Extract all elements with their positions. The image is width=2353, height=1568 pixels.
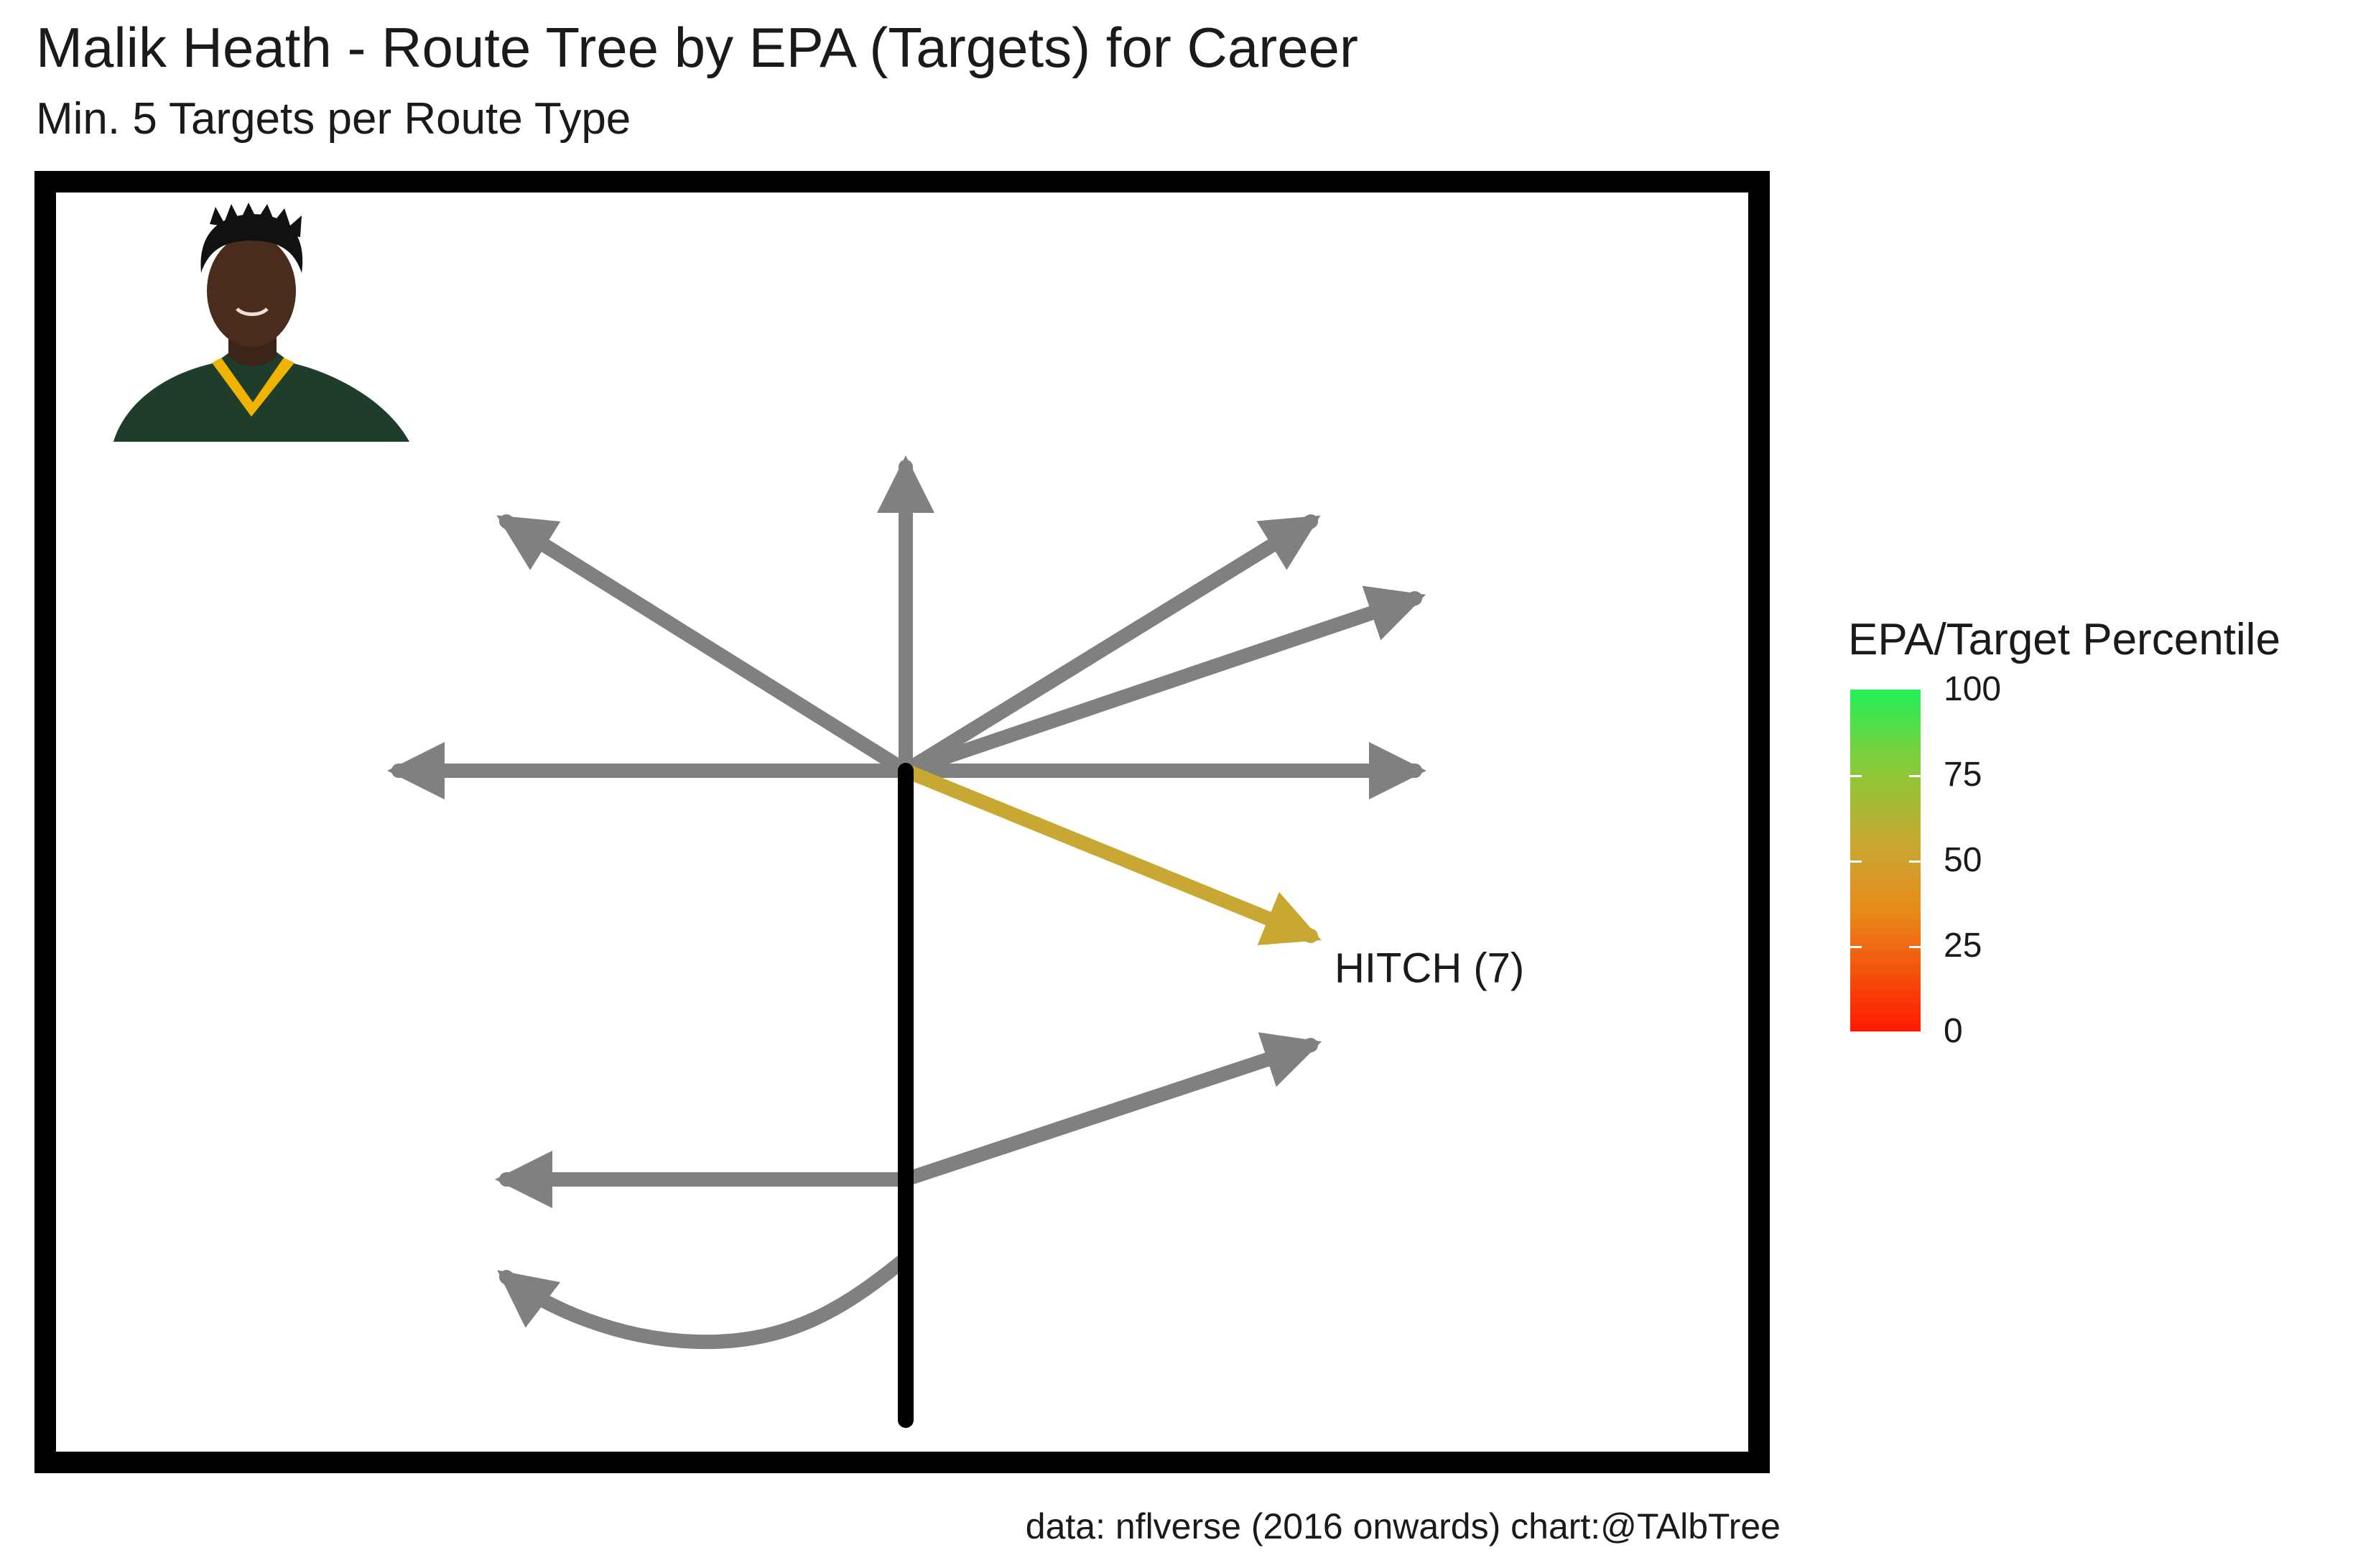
field-frame [34, 171, 1770, 1473]
route-hitch [899, 764, 1322, 945]
route-deep-out [899, 585, 1426, 778]
player-headshot-icon [113, 203, 409, 442]
routes-group: HITCH (7) [387, 455, 1524, 1428]
route-label-hitch: HITCH (7) [1335, 945, 1524, 991]
legend-label-0: 0 [1944, 1012, 1963, 1050]
legend-tick [1909, 775, 1921, 777]
chart-subtitle: Min. 5 Targets per Route Type [36, 94, 631, 144]
route-corner [899, 514, 1321, 778]
route-screen [497, 1251, 913, 1350]
legend-label-50: 50 [1944, 841, 1982, 879]
legend-tick [1850, 860, 1862, 863]
legend-label-100: 100 [1944, 670, 2002, 708]
chart-caption: data: nflverse (2016 onwards) chart:@TAl… [1025, 1506, 1781, 1546]
legend-tick [1909, 946, 1921, 948]
legend-label-75: 75 [1944, 756, 1982, 794]
legend-colorbar [1850, 690, 1921, 1031]
route-post [496, 514, 913, 778]
legend-label-25: 25 [1944, 927, 1982, 965]
legend-title: EPA/Target Percentile [1848, 615, 2280, 664]
route-slant [899, 1032, 1322, 1187]
legend-tick [1850, 775, 1862, 777]
legend-tick [1850, 946, 1862, 948]
legend-tick [1909, 860, 1921, 863]
chart-title: Malik Heath - Route Tree by EPA (Targets… [36, 16, 1358, 79]
